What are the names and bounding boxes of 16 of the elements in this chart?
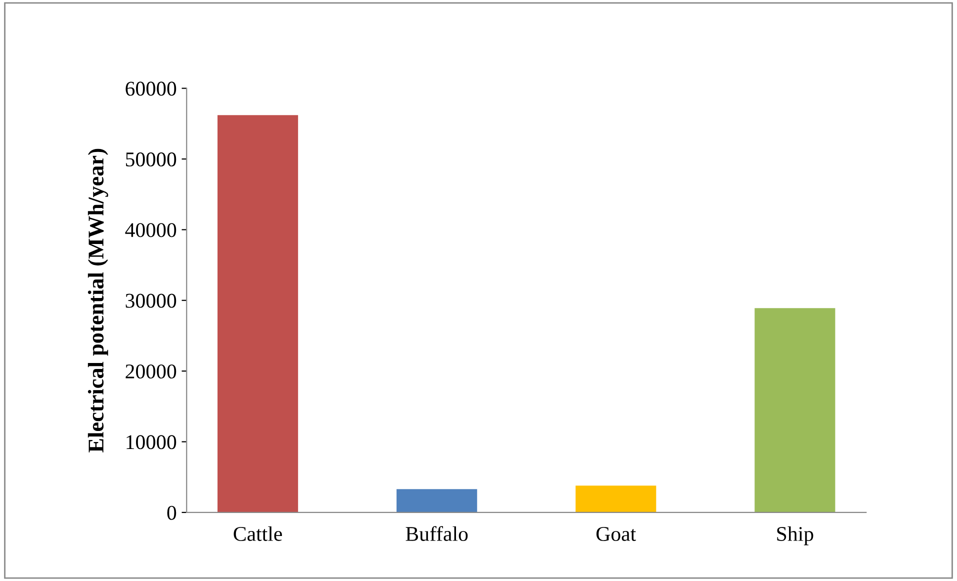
- bar: [218, 115, 298, 512]
- x-tick-label: Buffalo: [406, 526, 468, 541]
- y-tick-label: 20000: [126, 364, 176, 378]
- bar: [754, 308, 836, 512]
- y-axis-title: Electrical potential (MWh/year): [88, 148, 108, 452]
- y-tick-label: 40000: [125, 223, 176, 238]
- y-tick-label: 10000: [126, 435, 176, 450]
- x-tick-label: Goat: [596, 526, 636, 541]
- x-tick-label: Cattle: [234, 526, 282, 541]
- y-tick-label: 30000: [126, 294, 176, 308]
- bar: [396, 489, 478, 512]
- x-tick-label: Ship: [777, 526, 814, 546]
- bar: [576, 486, 656, 512]
- y-tick-label: 0: [167, 506, 176, 520]
- y-tick-label: 50000: [126, 152, 176, 166]
- y-tick-label: 60000: [126, 82, 176, 96]
